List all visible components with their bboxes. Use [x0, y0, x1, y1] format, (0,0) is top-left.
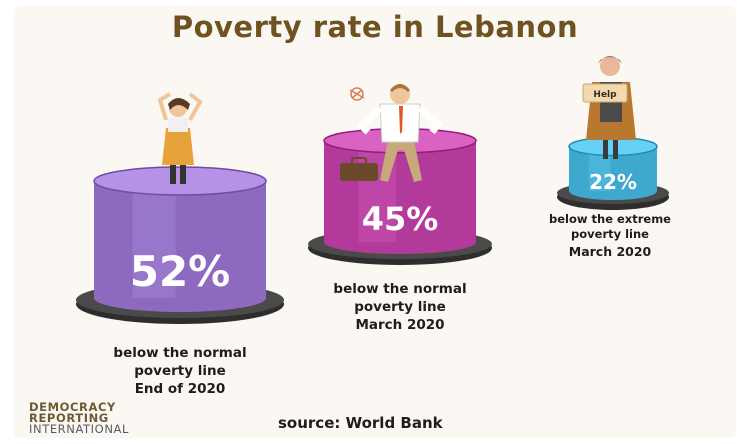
caption-line: poverty line	[134, 363, 226, 379]
help-sign-text: Help	[593, 90, 617, 100]
caption-bar-1: below the normal poverty line End of 202…	[80, 344, 280, 398]
caption-line: March 2020	[568, 244, 652, 259]
caption-line: poverty line	[354, 299, 446, 315]
caption-bar-3: below the extreme poverty line March 202…	[535, 212, 685, 259]
caption-bar-2: below the normal poverty line March 2020	[305, 280, 495, 334]
value-label: 52%	[130, 247, 231, 296]
source-note: source: World Bank	[278, 414, 443, 432]
dri-logo: DEMOCRACY REPORTING INTERNATIONAL	[29, 400, 129, 436]
value-label: 22%	[589, 170, 637, 194]
logo-line: INTERNATIONAL	[29, 422, 129, 436]
logo-line: DEMOCRACY	[29, 400, 116, 414]
caption-line: poverty line	[571, 227, 649, 241]
caption-line: March 2020	[355, 317, 445, 333]
stressed-man-figure	[340, 84, 443, 182]
chart-title: Poverty rate in Lebanon	[171, 10, 579, 44]
podium-highlight	[132, 181, 176, 298]
caption-line: below the extreme	[549, 212, 671, 226]
caption-line: below the normal	[113, 345, 247, 361]
logo-line: REPORTING	[29, 411, 109, 425]
homeless-person-figure: Help	[582, 56, 636, 159]
caption-line: End of 2020	[134, 381, 226, 397]
caption-line: below the normal	[333, 281, 467, 297]
value-label: 45%	[362, 200, 439, 238]
worried-woman-figure	[157, 92, 203, 184]
